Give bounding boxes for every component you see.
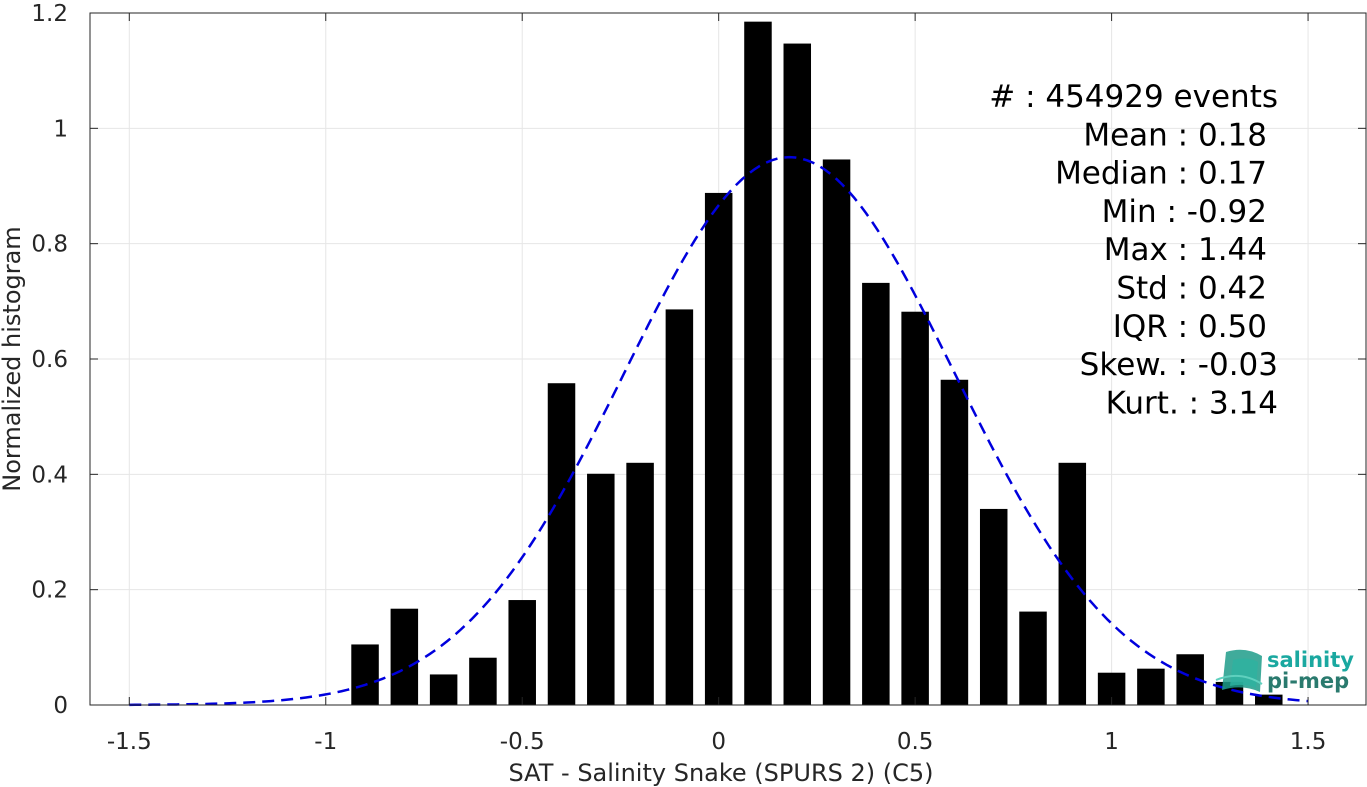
x-tick-label: -1 xyxy=(314,729,337,755)
stat-line: Skew. : -0.03 xyxy=(1080,347,1278,383)
histogram-bar xyxy=(390,608,419,705)
gaussian-fit-curve xyxy=(129,155,1309,707)
histogram-bar xyxy=(744,21,772,705)
x-tick-label: 0.5 xyxy=(897,729,934,755)
x-axis-label: SAT - Salinity Snake (SPURS 2) (C5) xyxy=(509,759,934,787)
logo-text-salinity: salinity xyxy=(1267,648,1354,672)
x-tick-labels: -1.5 -1 -0.5 0 0.5 1 1.5 xyxy=(107,729,1327,755)
histogram-bar xyxy=(626,462,654,705)
histogram-bar xyxy=(1019,611,1047,705)
logo-wave-icon xyxy=(1215,649,1263,692)
histogram-bar xyxy=(940,379,969,705)
stat-line: IQR : 0.50 xyxy=(1113,309,1267,345)
logo-text-pimep: pi-mep xyxy=(1267,669,1349,693)
histogram-bar xyxy=(665,309,694,705)
x-tick-label: 1 xyxy=(1104,729,1119,755)
x-tick-label: -0.5 xyxy=(500,729,545,755)
stat-line: # : 454929 events xyxy=(989,79,1278,115)
x-tick-label: 1.5 xyxy=(1290,729,1327,755)
x-tick-label: -1.5 xyxy=(107,729,152,755)
histogram-bars xyxy=(351,21,1283,706)
histogram-bar xyxy=(862,282,890,705)
histogram-bar xyxy=(1137,668,1165,705)
y-tick-label: 0 xyxy=(53,693,68,719)
histogram-bar xyxy=(547,383,576,705)
stat-line: Median : 0.17 xyxy=(1055,156,1267,192)
histogram-bar xyxy=(979,508,1008,705)
y-tick-labels: 0 0.2 0.4 0.6 0.8 1 1.2 xyxy=(31,1,68,719)
histogram-bar xyxy=(1255,694,1283,705)
stat-line: Kurt. : 3.14 xyxy=(1106,385,1278,421)
stat-line: Max : 1.44 xyxy=(1104,232,1267,268)
histogram-bar xyxy=(508,600,536,705)
y-axis-label: Normalized histogram xyxy=(0,226,26,491)
histogram-bar xyxy=(469,657,497,705)
histogram-bar xyxy=(822,159,851,705)
histogram-bar xyxy=(587,473,615,705)
histogram-bar xyxy=(429,674,458,705)
histogram-bar xyxy=(901,311,929,705)
salinity-pimep-logo: salinity pi-mep xyxy=(1215,648,1354,693)
y-tick-label: 1.2 xyxy=(31,1,68,27)
y-tick-label: 1 xyxy=(53,116,68,142)
stat-line: Min : -0.92 xyxy=(1102,194,1267,230)
y-tick-label: 0.4 xyxy=(31,462,68,488)
axes-box xyxy=(89,12,1367,706)
stat-line: Mean : 0.18 xyxy=(1083,117,1267,153)
histogram-bar xyxy=(783,43,812,705)
histogram-bar xyxy=(351,644,379,705)
y-tick-label: 0.6 xyxy=(31,347,68,373)
stat-line: Std : 0.42 xyxy=(1116,271,1267,307)
y-tick-label: 0.2 xyxy=(31,578,68,604)
y-tick-label: 0.8 xyxy=(31,232,68,258)
histogram-bar xyxy=(704,192,733,706)
histogram-bar xyxy=(1058,462,1087,705)
x-tick-label: 0 xyxy=(711,729,726,755)
